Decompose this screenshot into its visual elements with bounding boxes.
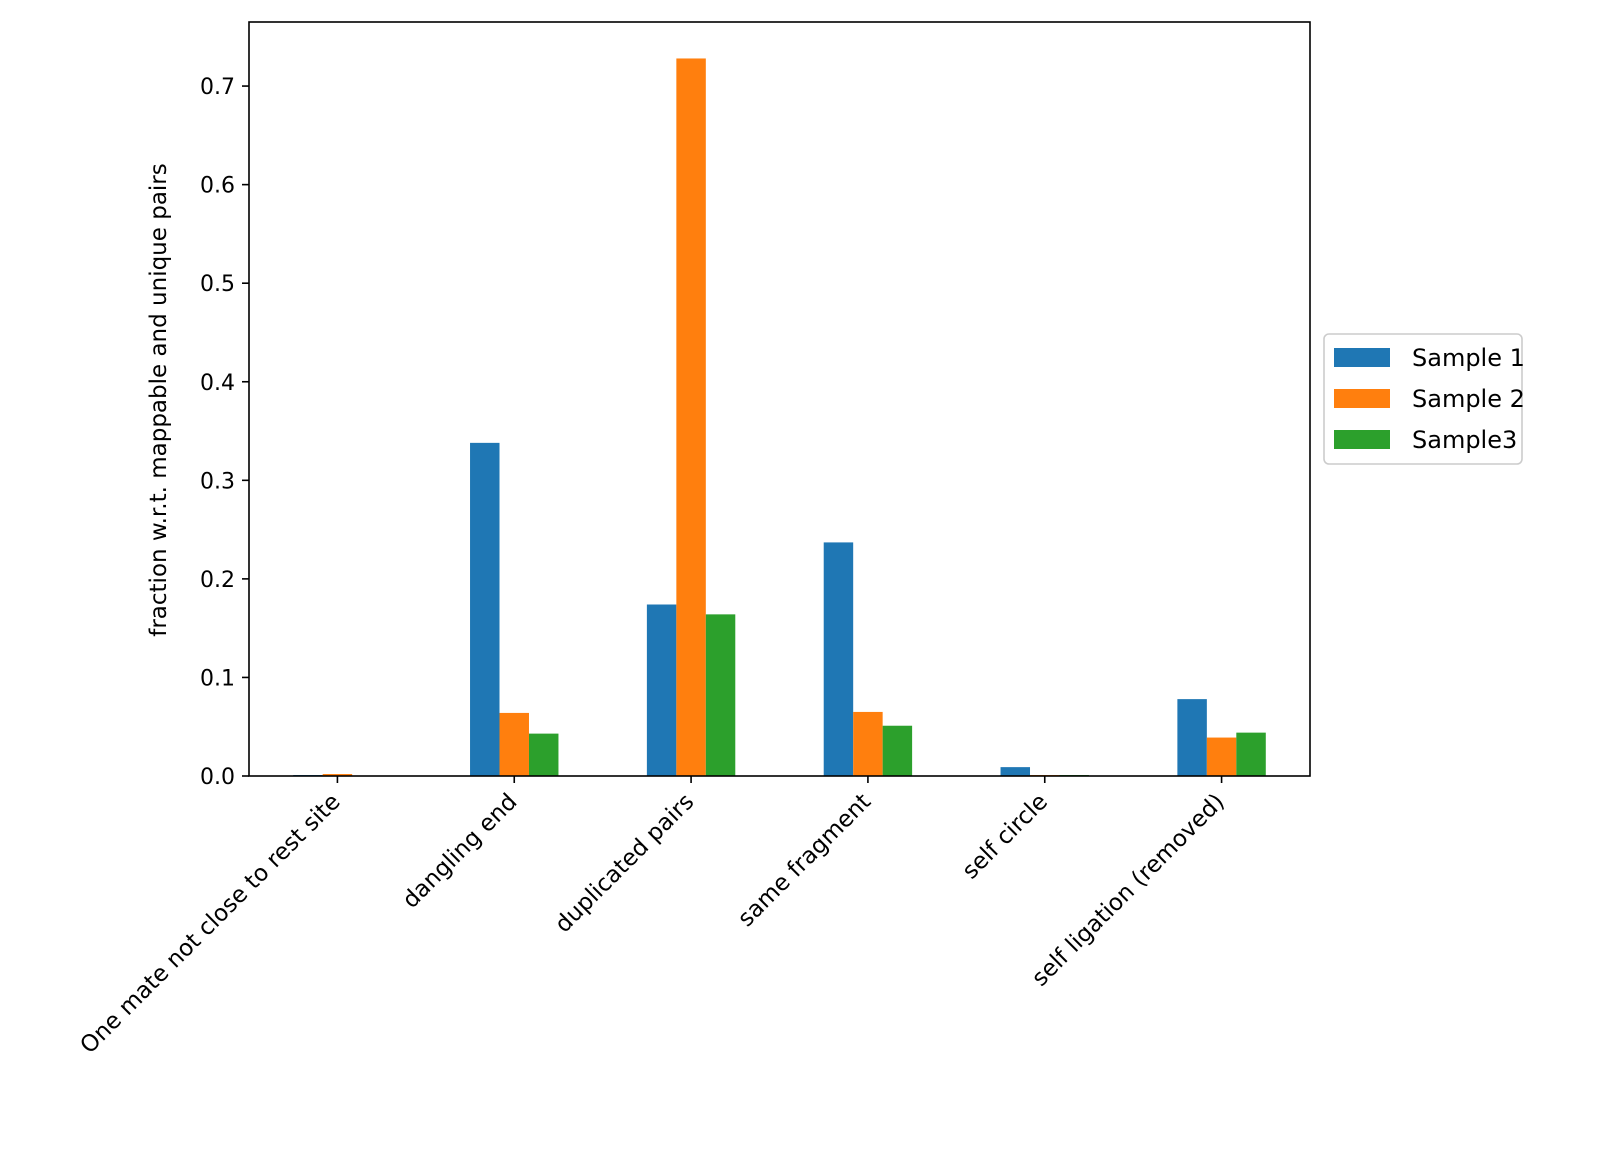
legend-swatch — [1334, 389, 1390, 408]
legend-swatch — [1334, 430, 1390, 449]
bar — [1000, 767, 1031, 776]
bar — [499, 712, 529, 776]
bar — [1206, 737, 1237, 776]
bar — [1236, 732, 1266, 776]
y-axis-label: fraction w.r.t. mappable and unique pair… — [146, 163, 172, 637]
y-axis: 0.0 0.1 0.2 0.3 0.4 0.5 0.6 0.7 — [200, 75, 249, 790]
plot-frame — [248, 21, 1311, 777]
legend-swatch — [1334, 348, 1390, 367]
bar — [528, 733, 559, 776]
y-tick-label: 0.7 — [200, 75, 235, 100]
bar — [470, 442, 500, 776]
y-tick-label: 0.6 — [200, 174, 235, 199]
bar — [646, 604, 677, 776]
y-tick-label: 0.3 — [200, 469, 235, 494]
legend-label: Sample3 — [1412, 426, 1517, 454]
y-tick-label: 0.1 — [200, 666, 235, 691]
bar — [676, 58, 706, 777]
bar — [322, 774, 353, 776]
bar — [1177, 699, 1207, 776]
legend-label: Sample 1 — [1412, 344, 1525, 372]
legend-label: Sample 2 — [1412, 385, 1525, 413]
bar — [705, 614, 736, 776]
y-tick-label: 0.0 — [200, 765, 235, 790]
bar — [882, 725, 913, 776]
bar — [823, 542, 854, 776]
legend: Sample 1 Sample 2 Sample3 — [1323, 333, 1525, 465]
y-tick-label: 0.4 — [200, 371, 235, 396]
y-tick-label: 0.2 — [200, 568, 235, 593]
bar — [853, 711, 883, 776]
bars-group — [293, 58, 1266, 777]
y-tick-label: 0.5 — [200, 272, 235, 297]
